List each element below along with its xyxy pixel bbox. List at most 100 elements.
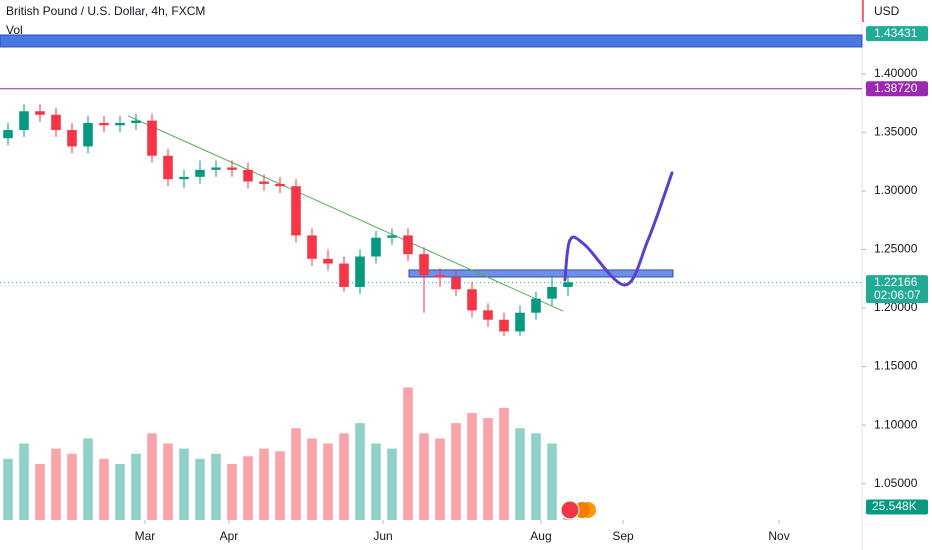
volume-bar xyxy=(115,463,125,520)
candle-body xyxy=(483,310,493,320)
candle-body xyxy=(515,312,525,332)
volume-bar xyxy=(419,433,429,520)
y-tick-label: 1.40000 xyxy=(874,66,918,80)
y-tick-label: 1.15000 xyxy=(874,359,918,373)
volume-bar xyxy=(435,438,445,520)
candle-body xyxy=(467,289,477,311)
volume-bar xyxy=(211,453,221,520)
candle-body xyxy=(323,258,333,264)
price-badge xyxy=(866,81,928,97)
volume-badge xyxy=(866,499,928,515)
volume-bar xyxy=(307,438,317,520)
price-badge-label: 1.22166 xyxy=(874,275,918,289)
volume-bar xyxy=(67,453,77,520)
candle-body xyxy=(51,114,61,130)
candle-body xyxy=(3,130,13,139)
zone xyxy=(0,34,863,48)
volume-bar xyxy=(403,387,413,520)
flag-icon xyxy=(560,500,580,520)
volume-bar xyxy=(195,458,205,520)
candle-body xyxy=(259,181,269,184)
volume-label: Vol xyxy=(6,23,23,37)
event-icons xyxy=(560,500,596,520)
y-tick-label: 1.25000 xyxy=(874,242,918,256)
volume-bar xyxy=(515,428,525,520)
volume-bar xyxy=(99,458,109,520)
candle-body xyxy=(563,282,573,287)
x-tick-label: Mar xyxy=(135,529,156,543)
x-tick-label: Aug xyxy=(530,529,551,543)
x-tick-label: Nov xyxy=(768,529,789,543)
y-tick-label: 1.30000 xyxy=(874,183,918,197)
candle-body xyxy=(115,122,125,126)
volume-bar xyxy=(499,407,509,520)
candle-body xyxy=(451,277,461,290)
candle-body xyxy=(547,286,557,299)
zone xyxy=(408,269,674,278)
volume-bar xyxy=(275,451,285,520)
x-tick-label: Sep xyxy=(612,529,634,543)
candle-body xyxy=(35,111,45,115)
candle-body xyxy=(195,169,205,177)
volume-bar xyxy=(547,443,557,520)
volume-bar xyxy=(179,448,189,520)
candle-body xyxy=(99,122,109,126)
volume-bar xyxy=(51,448,61,520)
volume-bar xyxy=(259,448,269,520)
candle-body xyxy=(163,155,173,180)
y-tick-label: 1.35000 xyxy=(874,125,918,139)
chart-title: British Pound / U.S. Dollar, 4h, FXCM xyxy=(6,4,205,18)
candle-body xyxy=(339,263,349,287)
volume-bar xyxy=(243,456,253,520)
x-tick-label: Apr xyxy=(220,529,239,543)
volume-bar xyxy=(291,428,301,520)
candle-body xyxy=(499,319,509,332)
candle-body xyxy=(307,235,317,259)
volume-bar xyxy=(339,433,349,520)
volume-bar xyxy=(531,433,541,520)
candle-body xyxy=(419,254,429,276)
price-badge-label: 1.43431 xyxy=(874,26,918,40)
y-tick-label: 1.20000 xyxy=(874,300,918,314)
candle-body xyxy=(531,298,541,313)
candle-body xyxy=(19,111,29,130)
volume-bar xyxy=(227,463,237,520)
price-badge xyxy=(866,275,928,304)
currency: USD xyxy=(874,4,900,18)
candle-body xyxy=(227,167,237,170)
volume-bar xyxy=(387,448,397,520)
volume-bar xyxy=(467,412,477,520)
x-tick-label: Jun xyxy=(373,529,392,543)
countdown: 02:06:07 xyxy=(874,288,921,302)
price-badge-label: 1.38720 xyxy=(874,81,918,95)
y-tick-label: 1.10000 xyxy=(874,417,918,431)
candle-body xyxy=(147,120,157,156)
volume-bar xyxy=(323,443,333,520)
candle-body xyxy=(211,167,221,170)
candle-body xyxy=(435,275,445,278)
trendline xyxy=(127,115,564,312)
candle-body xyxy=(291,186,301,236)
candle-body xyxy=(275,183,285,187)
volume-badge-label: 25.548K xyxy=(872,499,917,513)
y-tick-label: 1.05000 xyxy=(874,476,918,490)
candle-body xyxy=(83,122,93,147)
price-badge xyxy=(866,26,928,42)
volume-bar xyxy=(83,438,93,520)
candle-body xyxy=(179,176,189,180)
volume-bar xyxy=(3,458,13,520)
candle-body xyxy=(131,120,141,123)
candle-body xyxy=(355,256,365,287)
volume-bar xyxy=(19,443,29,520)
volume-bar xyxy=(451,423,461,520)
candle-body xyxy=(387,235,397,238)
volume-bar xyxy=(355,423,365,520)
volume-bar xyxy=(371,443,381,520)
candle-body xyxy=(243,169,253,182)
candle-body xyxy=(403,235,413,255)
volume-bar xyxy=(147,433,157,520)
volume-bar xyxy=(483,418,493,520)
volume-bar xyxy=(163,443,173,520)
volume-bar xyxy=(131,453,141,520)
